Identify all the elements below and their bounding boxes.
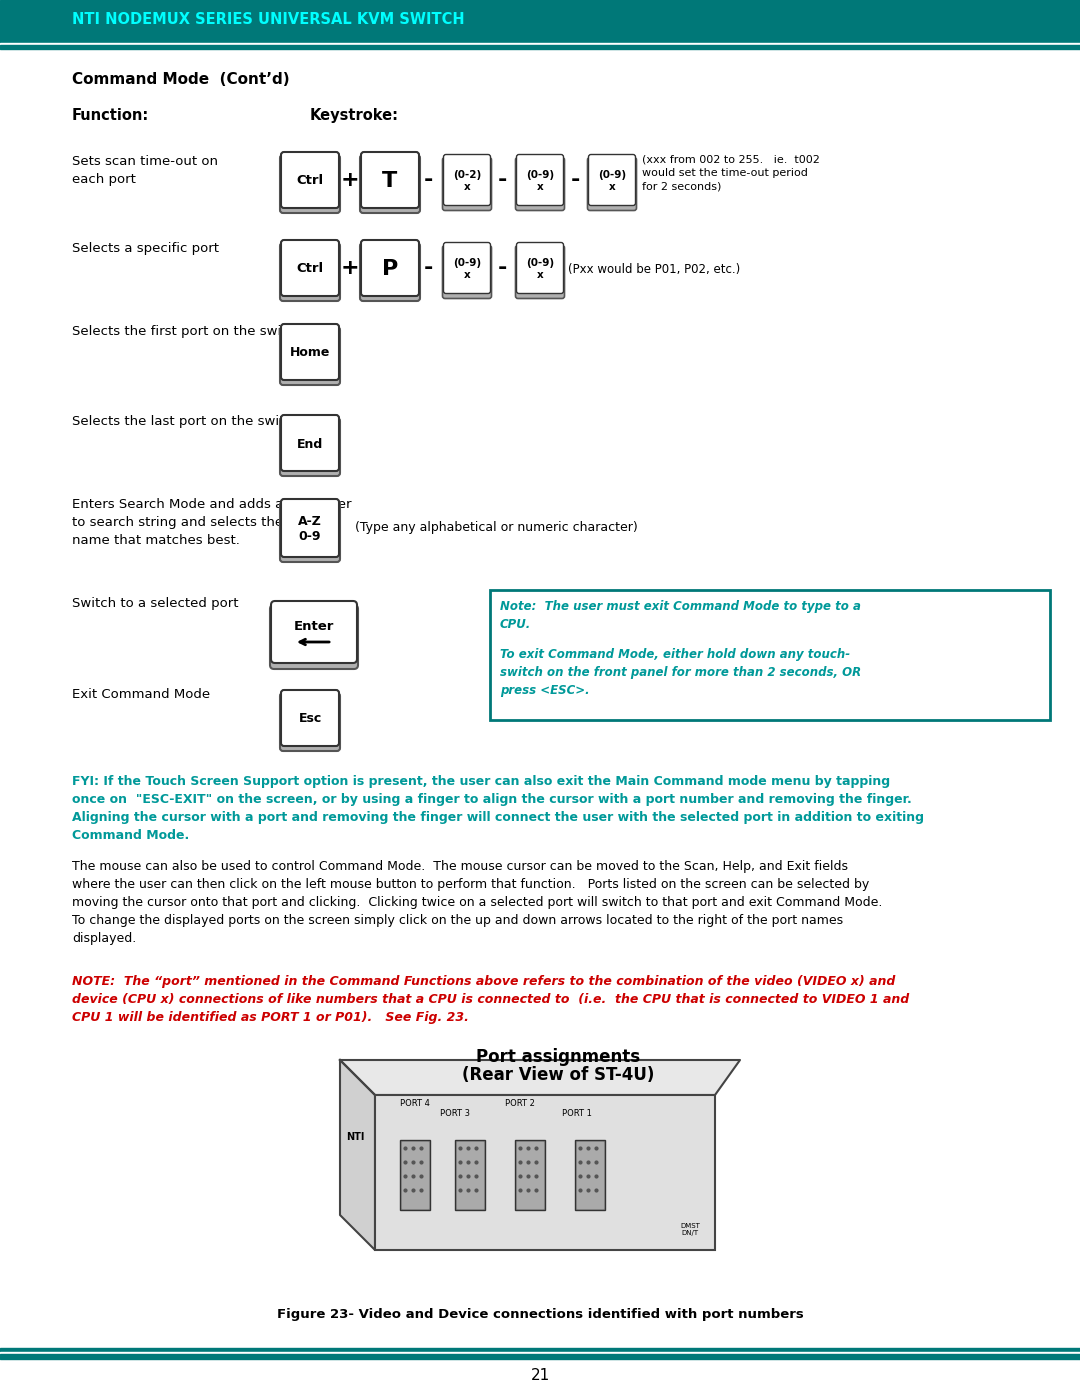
Text: Command Mode  (Cont’d): Command Mode (Cont’d)	[72, 73, 289, 87]
Text: 21: 21	[530, 1368, 550, 1383]
FancyBboxPatch shape	[515, 158, 565, 211]
Text: Selects the last port on the switch: Selects the last port on the switch	[72, 415, 300, 427]
Text: Home: Home	[289, 346, 330, 359]
Bar	[0, 45, 1080, 49]
FancyBboxPatch shape	[444, 243, 490, 293]
Bar	[0, 1352, 1080, 1354]
Text: The mouse can also be used to control Command Mode.  The mouse cursor can be mov: The mouse can also be used to control Co…	[72, 861, 882, 944]
FancyBboxPatch shape	[589, 155, 635, 205]
Bar	[0, 1348, 1080, 1352]
FancyBboxPatch shape	[361, 240, 419, 296]
Bar	[455, 1140, 485, 1210]
Bar	[515, 1140, 545, 1210]
Text: Exit Command Mode: Exit Command Mode	[72, 687, 211, 701]
Text: -: -	[423, 258, 433, 278]
FancyBboxPatch shape	[361, 152, 419, 208]
Bar	[0, 38, 1080, 43]
Polygon shape	[340, 1060, 740, 1095]
Bar	[457, 1141, 483, 1208]
FancyBboxPatch shape	[280, 502, 340, 562]
FancyBboxPatch shape	[281, 240, 339, 296]
Bar	[0, 0, 1080, 38]
Bar	[0, 43, 1080, 45]
FancyBboxPatch shape	[280, 155, 340, 212]
Text: (Type any alphabetical or numeric character): (Type any alphabetical or numeric charac…	[355, 521, 638, 535]
Text: (xxx from 002 to 255.   ie.  t002
would set the time-out period
for 2 seconds): (xxx from 002 to 255. ie. t002 would set…	[642, 155, 820, 191]
FancyBboxPatch shape	[281, 415, 339, 471]
Text: +: +	[340, 170, 360, 190]
Text: (Pxx would be P01, P02, etc.): (Pxx would be P01, P02, etc.)	[568, 264, 740, 277]
FancyBboxPatch shape	[281, 324, 339, 380]
Text: -: -	[423, 170, 433, 190]
Text: T: T	[382, 170, 397, 191]
Text: Keystroke:: Keystroke:	[310, 108, 399, 123]
FancyBboxPatch shape	[280, 693, 340, 752]
Text: Esc: Esc	[298, 712, 322, 725]
FancyBboxPatch shape	[516, 243, 564, 293]
Text: Selects the first port on the switch: Selects the first port on the switch	[72, 326, 302, 338]
Bar	[0, 1354, 1080, 1359]
Text: Switch to a selected port: Switch to a selected port	[72, 597, 239, 610]
Text: (0-9)
x: (0-9) x	[526, 258, 554, 279]
Text: Function:: Function:	[72, 108, 149, 123]
FancyBboxPatch shape	[515, 246, 565, 299]
FancyBboxPatch shape	[443, 246, 491, 299]
FancyBboxPatch shape	[280, 418, 340, 476]
FancyBboxPatch shape	[281, 499, 339, 557]
Text: (Rear View of ST-4U): (Rear View of ST-4U)	[462, 1066, 654, 1084]
FancyBboxPatch shape	[588, 158, 636, 211]
Text: FYI: If the Touch Screen Support option is present, the user can also exit the M: FYI: If the Touch Screen Support option …	[72, 775, 924, 842]
Text: To exit Command Mode, either hold down any touch-
switch on the front panel for : To exit Command Mode, either hold down a…	[500, 648, 861, 697]
Bar	[517, 1141, 543, 1208]
FancyBboxPatch shape	[280, 243, 340, 300]
Text: Selects a specific port: Selects a specific port	[72, 242, 219, 256]
FancyBboxPatch shape	[360, 243, 420, 300]
Text: PORT 4: PORT 4	[400, 1099, 430, 1108]
Text: Figure 23- Video and Device connections identified with port numbers: Figure 23- Video and Device connections …	[276, 1308, 804, 1322]
Bar	[490, 590, 1050, 719]
Text: (0-9)
x: (0-9) x	[526, 170, 554, 191]
Text: -: -	[570, 170, 580, 190]
FancyBboxPatch shape	[270, 605, 357, 669]
Text: (0-9)
x: (0-9) x	[453, 258, 481, 279]
Text: PORT 3: PORT 3	[440, 1109, 470, 1118]
Text: Note:  The user must exit Command Mode to type to a
CPU.: Note: The user must exit Command Mode to…	[500, 599, 861, 631]
Polygon shape	[340, 1060, 375, 1250]
FancyBboxPatch shape	[360, 155, 420, 212]
Text: A-Z
0-9: A-Z 0-9	[298, 515, 322, 543]
FancyBboxPatch shape	[271, 601, 357, 664]
Text: PORT 2: PORT 2	[505, 1099, 535, 1108]
FancyBboxPatch shape	[280, 327, 340, 386]
Text: Ctrl: Ctrl	[296, 263, 324, 275]
Text: NOTE:  The “port” mentioned in the Command Functions above refers to the combina: NOTE: The “port” mentioned in the Comman…	[72, 975, 909, 1024]
Text: End: End	[297, 437, 323, 450]
Bar	[575, 1140, 605, 1210]
Text: Ctrl: Ctrl	[296, 175, 324, 187]
FancyBboxPatch shape	[516, 155, 564, 205]
Text: Port assignments: Port assignments	[476, 1048, 640, 1066]
Text: Enter: Enter	[294, 619, 334, 633]
Text: PORT 1: PORT 1	[562, 1109, 592, 1118]
FancyBboxPatch shape	[443, 158, 491, 211]
Bar	[375, 1095, 715, 1250]
Text: -: -	[497, 258, 507, 278]
FancyBboxPatch shape	[281, 690, 339, 746]
Text: +: +	[340, 258, 360, 278]
Text: Enters Search Mode and adds a character
to search string and selects the CPU’s
n: Enters Search Mode and adds a character …	[72, 497, 351, 548]
Bar	[402, 1141, 428, 1208]
Bar	[577, 1141, 603, 1208]
Text: DMST
DN/T: DMST DN/T	[680, 1224, 700, 1236]
Bar	[400, 1140, 430, 1210]
FancyBboxPatch shape	[281, 152, 339, 208]
Text: (0-9)
x: (0-9) x	[598, 170, 626, 191]
Text: (0-2)
x: (0-2) x	[453, 170, 481, 191]
Text: NTI NODEMUX SERIES UNIVERSAL KVM SWITCH: NTI NODEMUX SERIES UNIVERSAL KVM SWITCH	[72, 11, 464, 27]
Text: NTI: NTI	[346, 1133, 364, 1143]
Text: Sets scan time-out on
each port: Sets scan time-out on each port	[72, 155, 218, 186]
Text: -: -	[497, 170, 507, 190]
Text: P: P	[382, 258, 399, 279]
FancyBboxPatch shape	[444, 155, 490, 205]
